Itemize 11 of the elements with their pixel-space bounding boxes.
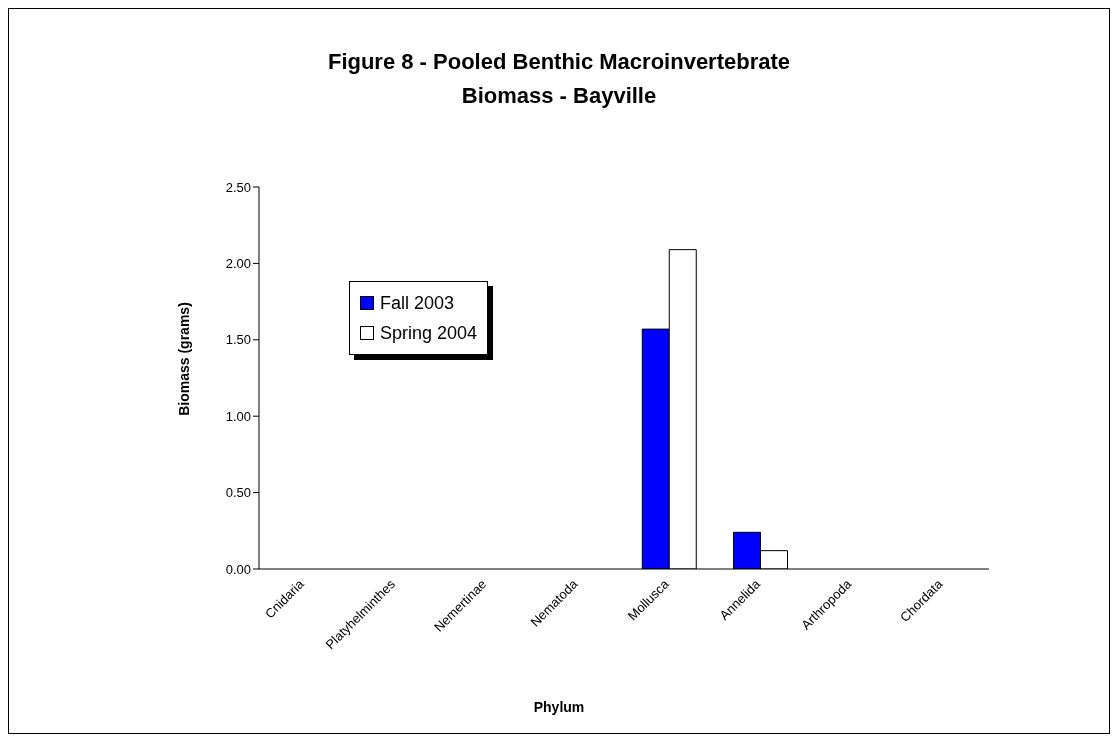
y-axis-title: Biomass (grams) xyxy=(176,302,192,416)
y-tick-label: 0.50 xyxy=(225,485,251,501)
y-tick-label: 2.50 xyxy=(225,179,251,195)
x-axis-title: Phylum xyxy=(532,699,586,715)
y-tick-label: 0.00 xyxy=(225,561,251,577)
legend-label: Fall 2003 xyxy=(380,292,455,315)
legend-label: Spring 2004 xyxy=(380,322,478,345)
y-tick-label: 2.00 xyxy=(225,256,251,272)
y-tick-label: 1.50 xyxy=(225,332,251,348)
y-tick-label: 1.00 xyxy=(225,408,251,424)
chart-title: Figure 8 - Pooled Benthic Macroinvertebrate Biomass - Bayville xyxy=(326,48,792,110)
